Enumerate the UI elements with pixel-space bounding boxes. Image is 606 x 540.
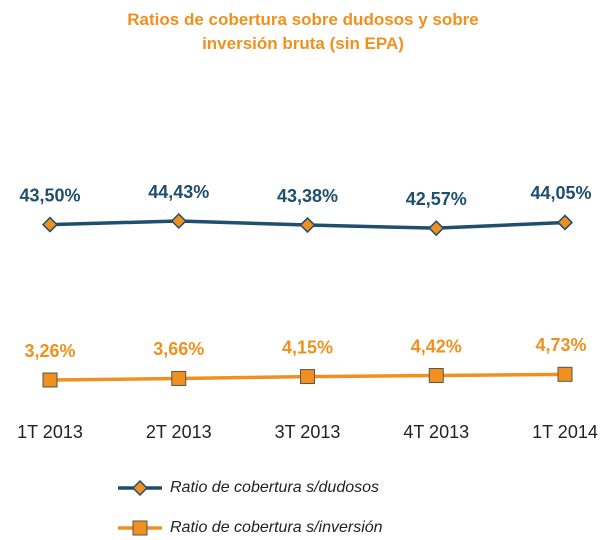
legend-label: Ratio de cobertura s/inversión	[170, 519, 383, 536]
data-point	[41, 216, 59, 233]
data-label: 43,38%	[277, 186, 338, 206]
data-label: 42,57%	[406, 189, 467, 209]
x-tick-label: 1T 2013	[17, 422, 83, 442]
chart-title: Ratios de cobertura sobre dudosos y sobr…	[127, 10, 479, 53]
data-point	[428, 220, 445, 237]
legend-marker	[132, 520, 148, 536]
data-point	[171, 370, 187, 386]
data-label: 4,15%	[282, 337, 333, 357]
data-label: 43,50%	[19, 185, 80, 205]
data-point	[300, 369, 315, 385]
data-label: 3,66%	[153, 339, 204, 359]
data-label: 4,73%	[535, 335, 586, 355]
data-label: 44,05%	[530, 183, 591, 203]
x-tick-label: 3T 2013	[275, 422, 341, 442]
data-point	[170, 212, 187, 230]
data-point	[299, 216, 316, 234]
data-label: 3,26%	[24, 341, 75, 361]
data-point	[557, 366, 573, 382]
legend-label: Ratio de cobertura s/dudosos	[170, 479, 379, 496]
data-label: 44,43%	[148, 182, 209, 202]
x-tick-label: 1T 2014	[532, 422, 598, 442]
data-point	[42, 372, 58, 388]
data-point	[556, 214, 574, 231]
x-tick-label: 2T 2013	[146, 422, 212, 442]
legend-marker	[131, 479, 149, 497]
x-tick-label: 4T 2013	[403, 422, 469, 442]
data-point	[428, 368, 444, 384]
data-label: 4,42%	[411, 336, 462, 356]
